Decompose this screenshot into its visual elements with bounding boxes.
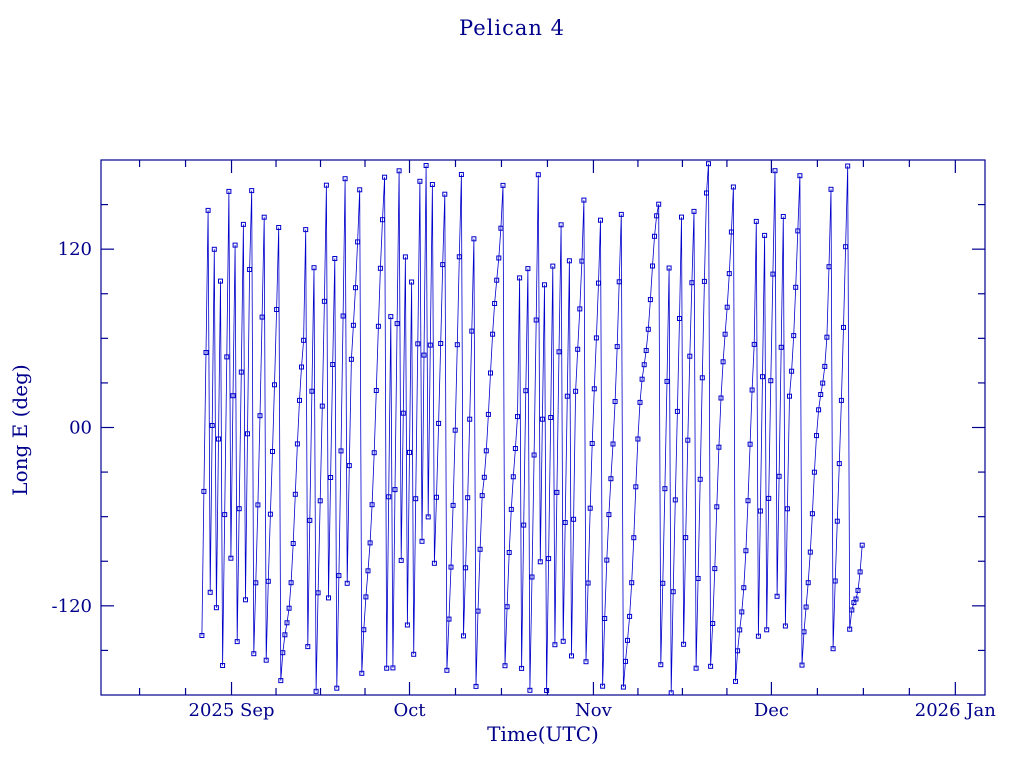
y-tick-label: -120 [52,596,92,617]
x-tick-label: Nov [575,700,613,721]
chart-title: Pelican 4 [459,16,565,40]
axes [100,159,986,696]
x-tick-label: Dec [754,700,789,721]
y-tick-label: 00 [69,418,92,439]
data-markers [199,161,865,695]
x-tick-label: 2026 Jan [915,700,996,721]
x-tick-label: 2025 Sep [189,700,275,721]
tick-labels: 2025 Sep Oct Nov Dec 2026 Jan 120 00 -120 [52,239,997,721]
data-line [201,163,863,693]
data-series [199,161,865,695]
plot-frame [100,159,986,696]
x-tick-label: Oct [393,700,426,721]
y-tick-label: 120 [58,239,92,260]
x-axis-title: Time(UTC) [487,722,599,746]
